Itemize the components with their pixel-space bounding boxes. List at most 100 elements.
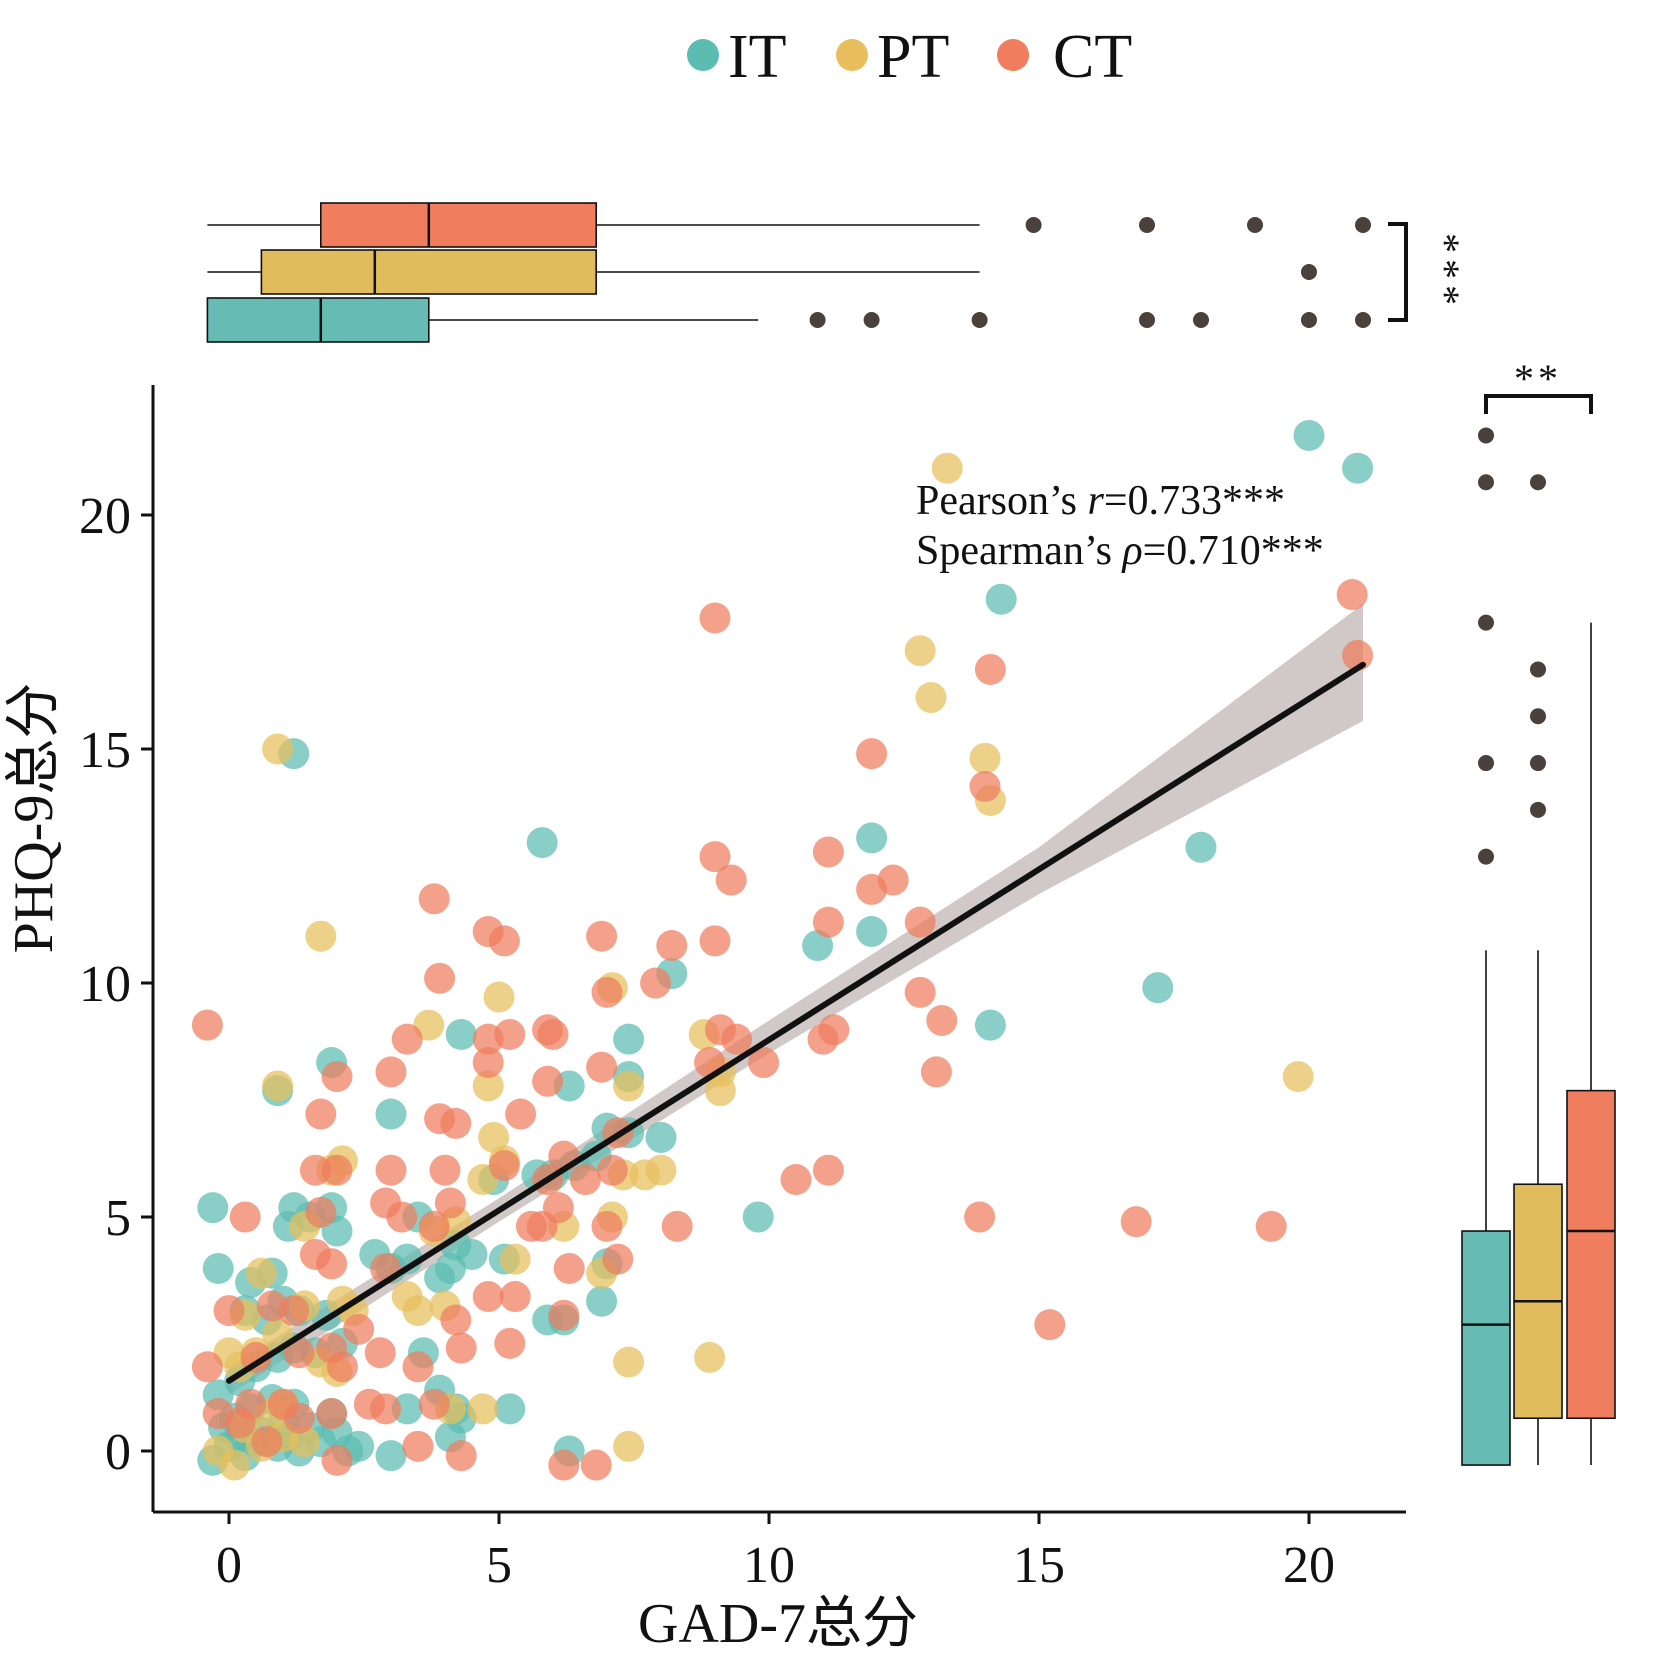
point-pt — [1282, 1061, 1314, 1093]
point-ct — [699, 602, 731, 634]
point-ct — [974, 653, 1006, 685]
point-it — [375, 1098, 407, 1130]
point-ct — [748, 1047, 780, 1079]
point-ct — [904, 906, 936, 938]
right-outlier-it — [1478, 474, 1494, 491]
point-ct — [818, 1014, 850, 1046]
point-ct — [316, 1398, 348, 1430]
point-ct — [316, 1248, 348, 1280]
point-it — [856, 916, 888, 948]
point-pt — [402, 1295, 434, 1327]
legend-label-ct: CT — [1053, 23, 1132, 91]
top-outlier-it — [971, 312, 988, 328]
point-ct — [283, 1337, 315, 1369]
axis-ticks: 0 5 10 15 20 0 5 10 15 20 — [79, 488, 1335, 1594]
point-pt — [262, 733, 294, 765]
right-significance-label: ** — [1514, 356, 1562, 401]
legend-label-it: IT — [728, 23, 787, 91]
point-pt — [289, 1426, 321, 1458]
legend-item-pt: PT — [836, 23, 949, 91]
right-outlier-it — [1478, 755, 1494, 772]
top-marginal-boxplot: *** — [206, 202, 1468, 343]
scatter-points — [191, 419, 1374, 1481]
point-ct — [418, 1388, 450, 1420]
point-pt — [694, 1341, 726, 1373]
point-ct — [877, 864, 909, 896]
point-pt — [704, 1075, 736, 1107]
point-ct — [548, 1449, 580, 1481]
point-ct — [321, 1154, 353, 1186]
point-ct — [424, 962, 456, 994]
y-axis-title: PHQ-9总分 — [3, 683, 65, 954]
regression-line-group — [226, 661, 1366, 1384]
point-ct — [283, 1402, 315, 1434]
top-outlier-ct — [1247, 217, 1263, 233]
point-ct — [429, 1154, 461, 1186]
point-pt — [969, 742, 1001, 774]
point-ct — [488, 925, 520, 957]
point-ct — [586, 1051, 618, 1083]
point-ct — [402, 1430, 434, 1462]
point-ct — [580, 1449, 612, 1481]
point-it — [1142, 972, 1174, 1004]
right-marginal-boxplot: ** — [1461, 356, 1616, 1466]
point-ct — [1336, 579, 1368, 611]
top-outlier-it — [1355, 312, 1371, 328]
point-ct — [596, 1154, 628, 1186]
pearson-symbol: r — [1088, 478, 1105, 524]
right-box-ct — [1566, 1089, 1616, 1420]
legend-swatch-pt — [836, 39, 868, 71]
point-ct — [418, 1210, 450, 1242]
point-ct — [326, 1351, 358, 1383]
right-outlier-pt — [1530, 755, 1546, 772]
point-ct — [488, 1150, 520, 1182]
point-pt — [613, 1430, 645, 1462]
point-ct — [591, 1210, 623, 1242]
point-ct — [780, 1164, 812, 1196]
point-ct — [591, 976, 623, 1008]
point-ct — [505, 1098, 537, 1130]
y-tick-label: 5 — [105, 1190, 131, 1247]
point-it — [645, 1121, 677, 1153]
point-ct — [969, 770, 1001, 802]
top-box-ct — [319, 202, 597, 248]
point-ct — [569, 1164, 601, 1196]
point-ct — [1255, 1210, 1287, 1242]
point-ct — [494, 1018, 526, 1050]
point-it — [985, 583, 1017, 615]
right-outlier-pt — [1530, 708, 1546, 725]
point-pt — [245, 1257, 277, 1289]
point-ct — [548, 1299, 580, 1331]
x-axis-title: GAD-7总分 — [638, 1593, 918, 1654]
legend-item-it: IT — [687, 23, 787, 91]
point-ct — [434, 1187, 466, 1219]
point-ct — [213, 1295, 245, 1327]
point-ct — [661, 1210, 693, 1242]
pearson-annotation: Pearson’s r=0.733*** — [916, 478, 1285, 524]
pearson-label: Pearson’s — [916, 478, 1088, 524]
confidence-band — [229, 603, 1363, 1395]
point-ct — [375, 1154, 407, 1186]
top-outlier-ct — [1139, 217, 1155, 233]
point-pt — [613, 1070, 645, 1102]
point-ct — [445, 1332, 477, 1364]
legend-item-ct: CT — [997, 23, 1132, 91]
top-outlier-it — [863, 312, 880, 328]
point-ct — [418, 883, 450, 915]
right-significance-bracket — [1484, 394, 1593, 414]
top-outlier-pt — [1301, 264, 1317, 280]
y-tick-label: 10 — [79, 956, 131, 1013]
point-pt — [483, 981, 515, 1013]
spearman-value: =0.710*** — [1143, 528, 1324, 574]
point-ct — [586, 920, 618, 952]
point-it — [375, 1440, 407, 1472]
point-ct — [1120, 1206, 1152, 1238]
point-ct — [402, 1351, 434, 1383]
y-tick-label: 15 — [79, 722, 131, 779]
point-it — [802, 930, 834, 962]
point-it — [526, 827, 558, 859]
point-ct — [812, 906, 844, 938]
point-pt — [467, 1393, 499, 1425]
point-it — [202, 1252, 234, 1284]
